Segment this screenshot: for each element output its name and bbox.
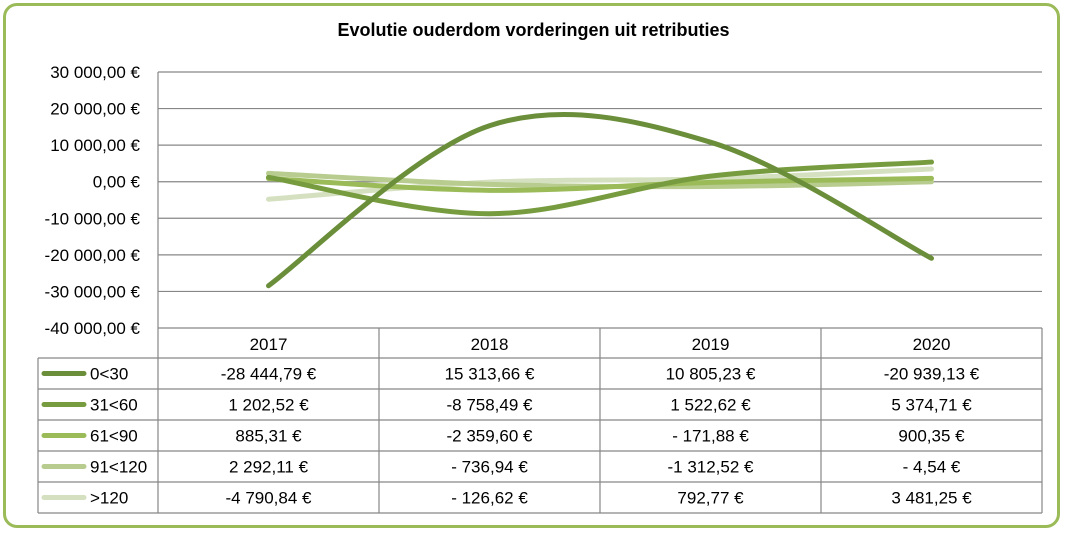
legend-label: >120 — [90, 489, 128, 508]
data-table: 2017 2018 2019 2020 0<30 -28 444,79 € 15 313,6… — [37, 328, 1043, 514]
data-label: 885,31 € — [235, 427, 302, 446]
category-label: 2019 — [692, 335, 730, 354]
series-lines — [266, 111, 934, 289]
data-label: -1 312,52 € — [667, 458, 754, 477]
series-line — [266, 175, 934, 193]
category-label: 2020 — [913, 335, 951, 354]
data-label: 10 805,23 € — [666, 365, 756, 384]
data-label: -28 444,79 € — [221, 365, 317, 384]
chart-title: Evolutie ouderdom vorderingen uit retrib… — [337, 20, 730, 40]
chart-frame — [3, 3, 1060, 528]
y-axis-labels: 30 000,00 € 20 000,00 € 10 000,00 € 0,00 € -… — [45, 63, 141, 338]
category-label: 2017 — [250, 335, 288, 354]
data-label: - 736,94 € — [451, 458, 528, 477]
category-label: 2018 — [471, 335, 509, 354]
data-label: 3 481,25 € — [891, 489, 972, 508]
data-label: - 171,88 € — [672, 427, 749, 446]
data-label: 792,77 € — [677, 489, 744, 508]
y-tick-label: 10 000,00 € — [50, 136, 140, 155]
data-label: - 126,62 € — [451, 489, 528, 508]
data-label: - 4,54 € — [903, 458, 961, 477]
data-label: 1 522,62 € — [670, 396, 751, 415]
data-label: 15 313,66 € — [445, 365, 535, 384]
data-label: 5 374,71 € — [891, 396, 972, 415]
series-line — [266, 111, 934, 289]
legend-label: 31<60 — [90, 396, 138, 415]
y-tick-label: 0,00 € — [93, 173, 141, 192]
data-label: 1 202,52 € — [228, 396, 309, 415]
y-tick-label: 20 000,00 € — [50, 100, 140, 119]
y-tick-label: -30 000,00 € — [45, 282, 141, 301]
data-label: 900,35 € — [898, 427, 965, 446]
legend-label: 0<30 — [90, 365, 128, 384]
data-label: -20 939,13 € — [884, 365, 980, 384]
data-label: -8 758,49 € — [446, 396, 533, 415]
y-tick-label: -20 000,00 € — [45, 246, 141, 265]
data-label: -4 790,84 € — [225, 489, 312, 508]
legend-label: 91<120 — [90, 458, 147, 477]
series-line — [266, 166, 934, 202]
series-line — [266, 159, 934, 217]
data-label: -2 359,60 € — [446, 427, 533, 446]
data-label: 2 292,11 € — [229, 458, 309, 477]
y-tick-label: -10 000,00 € — [45, 209, 141, 228]
y-tick-label: 30 000,00 € — [50, 63, 140, 82]
y-tick-label: -40 000,00 € — [45, 319, 141, 338]
legend-label: 61<90 — [90, 427, 138, 446]
